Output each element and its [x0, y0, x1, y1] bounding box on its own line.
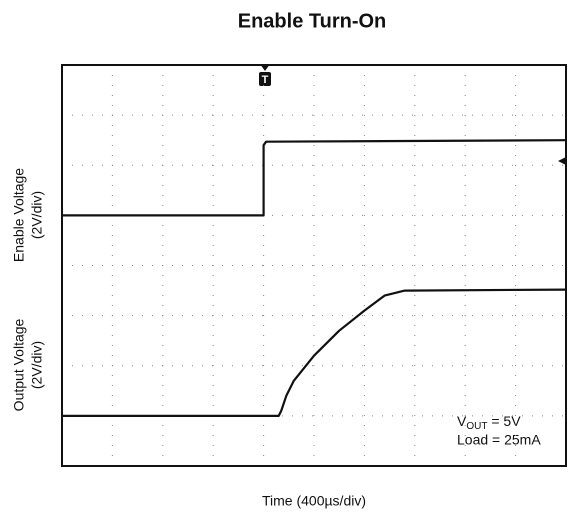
trace: [62, 139, 567, 217]
annotation-part: V: [457, 413, 467, 429]
y-label: Output Voltage: [11, 318, 27, 411]
x-label: Time (400µs/div): [262, 493, 366, 509]
annotation-sub: OUT: [466, 421, 487, 432]
annotation-part: = 5V: [487, 413, 521, 429]
annotation: VOUT = 5V: [457, 413, 521, 432]
chart-title: Enable Turn-On: [238, 10, 387, 32]
plot-border: [61, 64, 567, 467]
trigger-label: T: [262, 74, 269, 86]
y-label: Enable Voltage: [11, 168, 27, 262]
trace: [62, 288, 567, 417]
annotation: Load = 25mA: [457, 432, 541, 448]
ground-marker: [558, 157, 566, 165]
y-labels: Enable Voltage (2V/div) Output Voltage (…: [11, 168, 45, 412]
y-label: (2V/div): [29, 341, 45, 389]
y-label: (2V/div): [29, 191, 45, 239]
trigger-box: [259, 72, 271, 86]
